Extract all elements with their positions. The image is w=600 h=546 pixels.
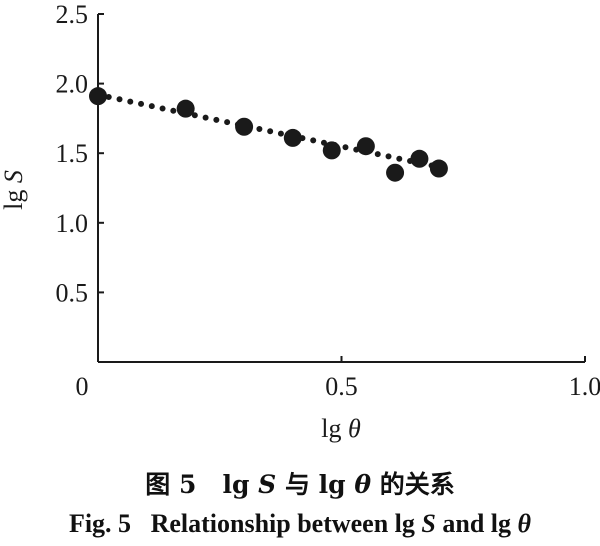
- data-point: [176, 99, 195, 118]
- data-point: [283, 128, 302, 147]
- data-point: [356, 137, 375, 156]
- caption-en-theta: θ: [517, 509, 532, 538]
- x-axis-title: lg θ: [321, 414, 361, 443]
- caption-cn-end: 的关系: [371, 470, 455, 499]
- data-point: [322, 141, 341, 160]
- x-axis-title-symbol: θ: [348, 414, 361, 443]
- y-tick-label: 0.5: [56, 278, 89, 307]
- caption-cn-fig: 图 5: [145, 470, 197, 499]
- ticks: 0.5 1.0 1.5 2.0 2.5 0 0.5 1.0: [56, 0, 600, 401]
- x-tick-label: 0: [76, 372, 89, 401]
- y-axis-title-symbol: S: [0, 170, 28, 183]
- data-point: [410, 149, 429, 168]
- axes: [97, 14, 585, 363]
- y-tick-label: 1.5: [56, 139, 89, 168]
- caption-cn-theta: θ: [354, 470, 372, 499]
- data-point: [429, 159, 448, 178]
- caption-en-and: and lg: [435, 509, 518, 538]
- y-axis-title: lg S: [0, 170, 28, 210]
- caption-cn-lg2: lg: [318, 470, 355, 499]
- trendline: [95, 91, 442, 171]
- x-tick-label: 0.5: [325, 372, 358, 401]
- figure-caption-chinese: 图 5 lg S 与 lg θ 的关系: [0, 465, 600, 501]
- trendline-path: [95, 91, 442, 171]
- caption-en-text: Relationship between lg: [150, 509, 422, 538]
- data-point: [235, 117, 254, 136]
- figure-caption-english: Fig. 5 Relationship between lg S and lg …: [0, 509, 600, 539]
- caption-cn-lg1: lg: [222, 470, 259, 499]
- caption-cn-mid: 与: [276, 470, 319, 499]
- y-axis-title-prefix: lg: [0, 183, 28, 210]
- data-point: [89, 87, 107, 106]
- x-axis-title-prefix: lg: [321, 414, 348, 443]
- x-tick-label: 1.0: [569, 372, 600, 401]
- caption-cn-s: S: [258, 470, 277, 499]
- y-tick-label: 2.5: [56, 0, 89, 29]
- scatter-chart: 0.5 1.0 1.5 2.0 2.5 0 0.5 1.0 lg θ lg S: [0, 0, 600, 443]
- caption-en-s: S: [421, 509, 436, 538]
- caption-en-fig: Fig. 5: [68, 509, 132, 538]
- y-tick-label: 2.0: [56, 70, 89, 99]
- y-tick-label: 1.0: [56, 209, 89, 238]
- data-point: [386, 163, 405, 182]
- data-points: [89, 87, 448, 182]
